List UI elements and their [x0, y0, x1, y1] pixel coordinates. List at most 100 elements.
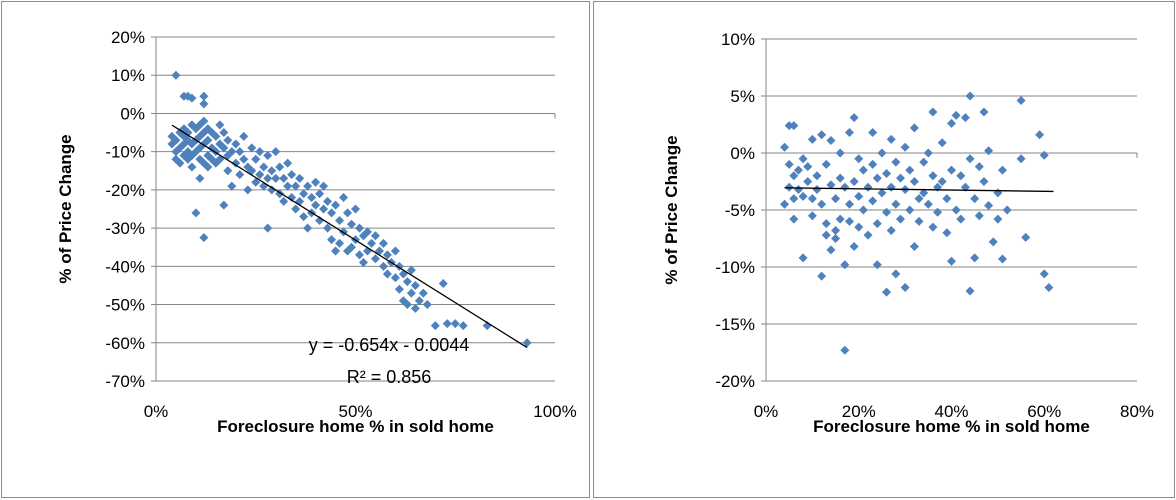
data-point: [303, 181, 313, 191]
data-point: [798, 253, 808, 263]
data-point: [914, 194, 924, 204]
data-point: [231, 158, 241, 168]
data-point: [780, 199, 790, 209]
data-point: [311, 177, 321, 187]
y-axis-title: % of Price Change: [662, 135, 681, 284]
data-point: [984, 200, 994, 210]
data-point: [784, 182, 794, 192]
data-point: [844, 216, 854, 226]
data-point: [303, 223, 313, 233]
data-point: [331, 200, 341, 210]
data-point: [868, 159, 878, 169]
data-point: [319, 181, 329, 191]
data-point: [406, 265, 416, 275]
data-point: [247, 143, 257, 153]
data-point: [998, 254, 1008, 264]
data-point: [928, 171, 938, 181]
data-point: [251, 177, 261, 187]
data-point: [171, 135, 181, 145]
data-point: [335, 238, 345, 248]
y-tick-label: 10%: [111, 66, 145, 85]
data-point: [287, 193, 297, 203]
data-point: [1039, 269, 1049, 279]
data-point: [821, 219, 831, 229]
data-point: [928, 222, 938, 232]
data-point: [988, 237, 998, 247]
data-point: [311, 200, 321, 210]
data-point: [826, 245, 836, 255]
data-point: [807, 194, 817, 204]
data-point: [821, 159, 831, 169]
data-point: [891, 199, 901, 209]
data-point: [239, 131, 249, 141]
data-point: [203, 135, 213, 145]
data-point: [219, 200, 229, 210]
data-point: [923, 148, 933, 158]
x-tick-label: 60%: [1027, 402, 1061, 421]
y-axis-title: % of Price Change: [56, 134, 75, 283]
data-point: [366, 238, 376, 248]
data-point: [942, 194, 952, 204]
data-point: [422, 300, 432, 310]
data-point: [390, 273, 400, 283]
data-point: [868, 127, 878, 137]
data-point: [343, 208, 353, 218]
data-point: [406, 288, 416, 298]
trendline: [171, 124, 528, 349]
data-point: [951, 110, 961, 120]
data-point: [358, 258, 368, 268]
x-axis-title: Foreclosure home % in sold home: [813, 417, 1090, 436]
data-point: [812, 184, 822, 194]
data-point: [179, 124, 189, 134]
x-tick-label: 0%: [754, 402, 779, 421]
data-point: [909, 123, 919, 133]
data-point: [323, 196, 333, 206]
y-tick-label: 0%: [730, 144, 755, 163]
data-point: [854, 191, 864, 201]
data-point: [283, 181, 293, 191]
data-point: [187, 162, 197, 172]
data-point: [291, 204, 301, 214]
data-point: [863, 230, 873, 240]
data-point: [984, 146, 994, 156]
data-point: [235, 170, 245, 180]
data-point: [914, 216, 924, 226]
data-point: [789, 171, 799, 181]
data-point: [1044, 283, 1054, 293]
data-point: [835, 173, 845, 183]
data-point: [840, 345, 850, 355]
data-point: [900, 142, 910, 152]
y-tick-label: -70%: [105, 372, 145, 391]
data-point: [295, 173, 305, 183]
data-point: [937, 177, 947, 186]
data-point: [175, 158, 185, 168]
y-tick-label: 0%: [120, 104, 145, 123]
data-point: [191, 208, 201, 218]
data-point: [844, 199, 854, 209]
data-point: [1002, 205, 1012, 215]
data-point: [970, 253, 980, 263]
data-point: [993, 214, 1003, 224]
data-point: [203, 162, 213, 172]
data-point: [199, 116, 209, 126]
data-point: [886, 182, 896, 192]
scatter-chart-right: 10% 5% 0% -5% -10% -15% -20% 0% 20% 40% 60% 80% Fore…: [662, 30, 1154, 436]
data-point: [960, 113, 970, 123]
data-point: [315, 189, 325, 199]
data-point: [283, 158, 293, 168]
trendline: [784, 187, 1054, 193]
data-point: [394, 284, 404, 294]
y-tick-label: -10%: [105, 143, 145, 162]
data-point: [933, 207, 943, 217]
data-point: [315, 215, 325, 225]
data-point: [267, 166, 277, 176]
data-point: [251, 154, 261, 164]
data-point: [430, 321, 440, 331]
y-tick-label: -60%: [105, 334, 145, 353]
data-point: [882, 169, 892, 179]
data-point: [243, 185, 253, 195]
data-point: [442, 319, 452, 329]
data-point: [354, 250, 364, 260]
data-point: [877, 148, 887, 158]
data-point: [784, 159, 794, 169]
